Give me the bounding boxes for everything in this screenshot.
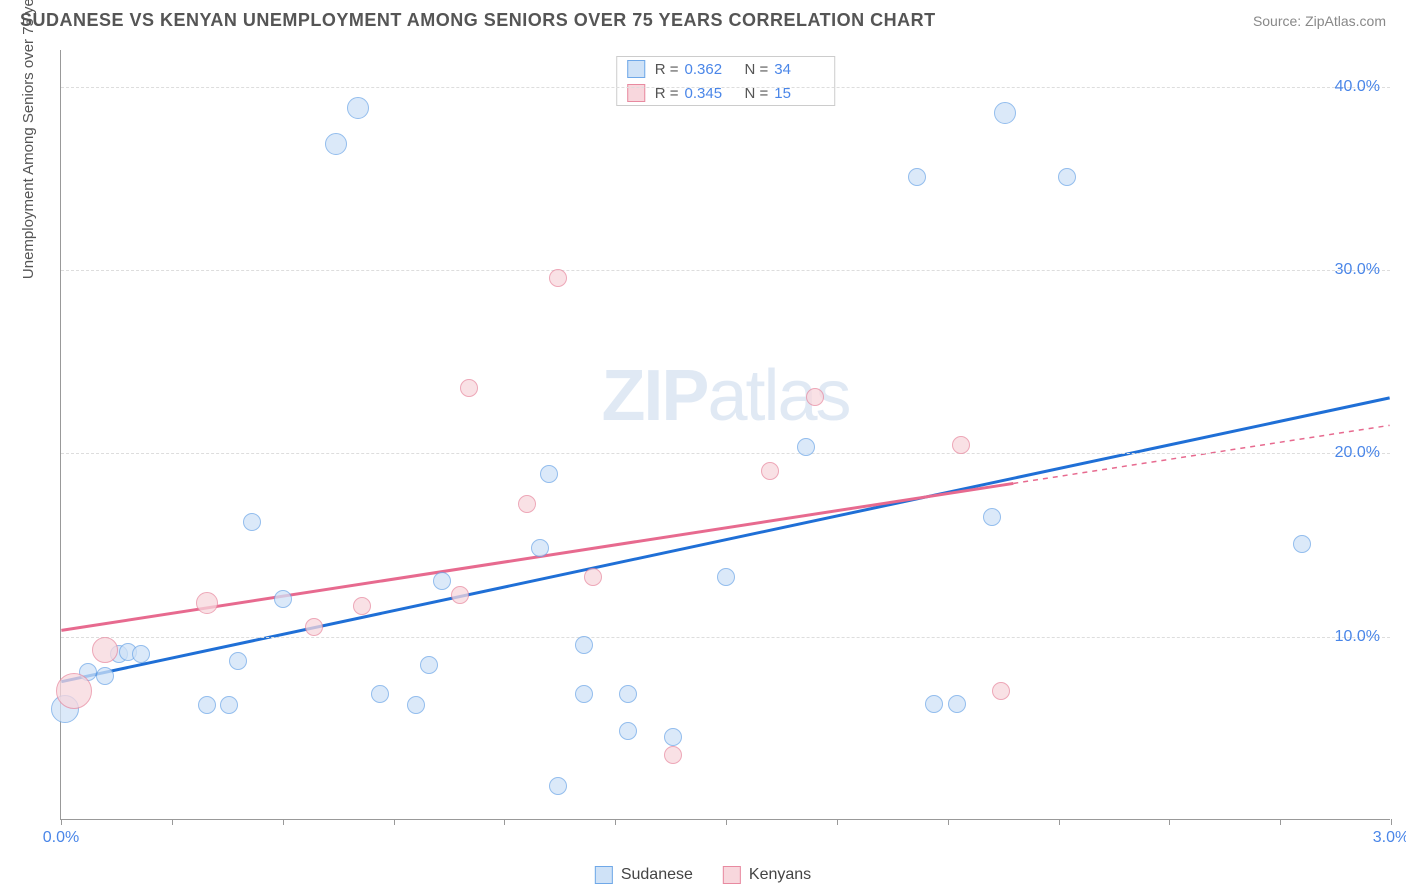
x-tick bbox=[1059, 819, 1060, 825]
legend-swatch bbox=[723, 866, 741, 884]
data-point bbox=[198, 696, 216, 714]
legend-item: Sudanese bbox=[595, 866, 693, 884]
gridline bbox=[61, 87, 1390, 88]
x-tick bbox=[283, 819, 284, 825]
source-label: Source: ZipAtlas.com bbox=[1253, 13, 1386, 29]
y-tick-label: 10.0% bbox=[1335, 628, 1380, 646]
legend-swatch bbox=[627, 60, 645, 78]
chart-title: SUDANESE VS KENYAN UNEMPLOYMENT AMONG SE… bbox=[20, 10, 936, 31]
data-point bbox=[132, 645, 150, 663]
data-point bbox=[531, 539, 549, 557]
x-tick-label: 0.0% bbox=[43, 829, 79, 847]
trend-line bbox=[61, 398, 1389, 682]
stats-row: R =0.345N =15 bbox=[617, 81, 835, 105]
stat-r-label: R = bbox=[655, 61, 679, 78]
data-point bbox=[925, 695, 943, 713]
data-point bbox=[761, 462, 779, 480]
legend-item: Kenyans bbox=[723, 866, 811, 884]
data-point bbox=[56, 673, 92, 709]
y-tick-label: 40.0% bbox=[1335, 78, 1380, 96]
data-point bbox=[460, 379, 478, 397]
trend-lines-svg bbox=[61, 50, 1390, 819]
data-point bbox=[994, 102, 1016, 124]
data-point bbox=[220, 696, 238, 714]
series-legend: Sudanese Kenyans bbox=[595, 866, 811, 884]
x-tick bbox=[394, 819, 395, 825]
legend-label: Kenyans bbox=[749, 866, 811, 884]
y-tick-label: 30.0% bbox=[1335, 261, 1380, 279]
trend-line-extrapolated bbox=[1013, 425, 1389, 483]
data-point bbox=[908, 168, 926, 186]
x-tick bbox=[615, 819, 616, 825]
legend-swatch bbox=[595, 866, 613, 884]
data-point bbox=[619, 685, 637, 703]
data-point bbox=[664, 746, 682, 764]
data-point bbox=[717, 568, 735, 586]
data-point bbox=[619, 722, 637, 740]
data-point bbox=[549, 777, 567, 795]
data-point bbox=[584, 568, 602, 586]
data-point bbox=[664, 728, 682, 746]
data-point bbox=[420, 656, 438, 674]
chart-plot-area: ZIPatlas R =0.362N =34R =0.345N =15 10.0… bbox=[60, 50, 1390, 820]
stat-r-value: 0.362 bbox=[685, 61, 735, 78]
x-tick bbox=[1391, 819, 1392, 825]
data-point bbox=[92, 637, 118, 663]
x-tick-label: 3.0% bbox=[1373, 829, 1406, 847]
data-point bbox=[325, 133, 347, 155]
data-point bbox=[540, 465, 558, 483]
x-tick bbox=[948, 819, 949, 825]
data-point bbox=[575, 685, 593, 703]
data-point bbox=[229, 652, 247, 670]
gridline bbox=[61, 637, 1390, 638]
gridline bbox=[61, 270, 1390, 271]
data-point bbox=[983, 508, 1001, 526]
stats-legend: R = 0.362 N = 34 R =0.345N =15 bbox=[616, 56, 836, 106]
legend-label: Sudanese bbox=[621, 866, 693, 884]
data-point bbox=[96, 667, 114, 685]
y-tick-label: 20.0% bbox=[1335, 444, 1380, 462]
data-point bbox=[196, 592, 218, 614]
gridline bbox=[61, 453, 1390, 454]
data-point bbox=[1058, 168, 1076, 186]
data-point bbox=[575, 636, 593, 654]
stats-row: R = 0.362 N = 34 bbox=[617, 57, 835, 81]
x-tick bbox=[504, 819, 505, 825]
x-tick bbox=[61, 819, 62, 825]
data-point bbox=[371, 685, 389, 703]
x-tick bbox=[1169, 819, 1170, 825]
y-axis-title: Unemployment Among Seniors over 75 years bbox=[20, 0, 37, 279]
x-tick bbox=[172, 819, 173, 825]
x-tick bbox=[726, 819, 727, 825]
data-point bbox=[347, 97, 369, 119]
stat-n-value: 34 bbox=[774, 61, 824, 78]
data-point bbox=[948, 695, 966, 713]
data-point bbox=[243, 513, 261, 531]
data-point bbox=[274, 590, 292, 608]
stat-n-label: N = bbox=[745, 61, 769, 78]
x-tick bbox=[1280, 819, 1281, 825]
data-point bbox=[305, 618, 323, 636]
data-point bbox=[549, 269, 567, 287]
data-point bbox=[518, 495, 536, 513]
data-point bbox=[407, 696, 425, 714]
data-point bbox=[992, 682, 1010, 700]
data-point bbox=[353, 597, 371, 615]
data-point bbox=[952, 436, 970, 454]
data-point bbox=[806, 388, 824, 406]
x-tick bbox=[837, 819, 838, 825]
data-point bbox=[1293, 535, 1311, 553]
data-point bbox=[433, 572, 451, 590]
data-point bbox=[451, 586, 469, 604]
data-point bbox=[797, 438, 815, 456]
